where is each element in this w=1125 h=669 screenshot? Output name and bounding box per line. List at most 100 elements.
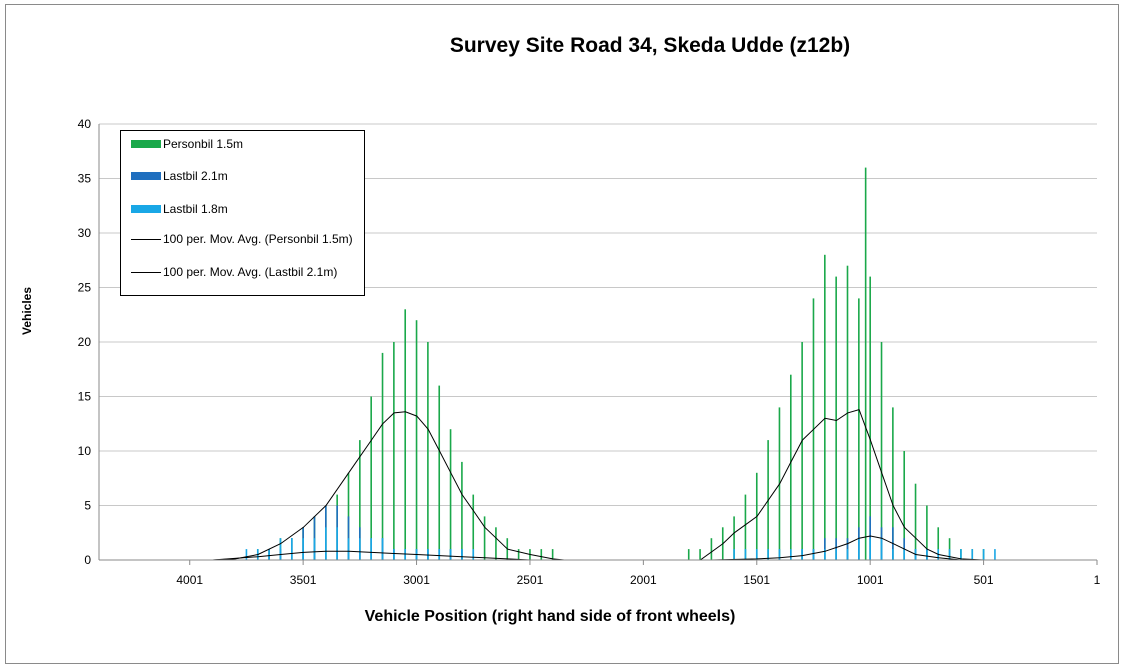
bar [710,538,713,560]
bar [744,549,747,560]
bar [926,549,928,560]
bar [540,549,543,560]
bar [892,549,894,560]
y-tick-label: 40 [78,117,92,131]
bar [846,549,849,560]
bar [744,494,747,560]
bar [427,342,429,560]
bar [948,549,951,560]
x-tick-label: 501 [974,573,994,587]
bar [994,549,996,560]
x-tick-label: 1001 [857,573,884,587]
bar [302,538,304,560]
bar [245,549,248,560]
x-tick-label: 2501 [517,573,544,587]
legend: Personbil 1.5m Lastbil 2.1m Lastbil 1.8m… [120,130,365,296]
legend-line [131,239,161,240]
bar [313,538,316,560]
bar [778,549,781,560]
x-tick-label: 1501 [743,573,770,587]
bar [892,407,894,560]
bar [347,538,350,560]
bar [381,352,384,560]
bar [449,549,452,560]
bar [495,527,497,560]
bar [393,549,395,560]
legend-label: Lastbil 2.1m [163,169,228,183]
legend-label: 100 per. Mov. Avg. (Lastbil 2.1m) [163,265,338,279]
y-tick-label: 25 [78,281,92,295]
bar [801,549,803,560]
moving-average-line [212,535,962,561]
bar [880,538,883,560]
y-tick-label: 30 [78,226,92,240]
x-tick-label: 2001 [630,573,657,587]
bar [449,429,452,560]
chart-title: Survey Site Road 34, Skeda Udde (z12b) [449,34,851,57]
bar [914,483,917,560]
bar [767,549,769,560]
y-tick-label: 15 [78,390,92,404]
legend-swatch [131,205,161,213]
bar [789,374,792,560]
x-tick-label: 1 [1094,573,1101,587]
bar [370,396,372,560]
bar [801,342,803,560]
bar [812,549,815,560]
bar [359,440,361,560]
bar [381,538,384,560]
bar [461,549,463,560]
legend-label: Lastbil 1.8m [163,202,228,216]
legend-item-lastbil-18: Lastbil 1.8m [131,201,358,217]
bar [393,342,395,560]
bar [869,538,871,560]
bar [733,516,735,560]
x-tick-label: 3501 [290,573,317,587]
legend-swatch [131,172,161,180]
legend-item-mov-avg-lastbil: 100 per. Mov. Avg. (Lastbil 2.1m) [131,264,358,280]
moving-average-line [212,408,984,561]
bar [438,385,441,560]
bar [290,538,293,560]
bar [824,549,826,560]
bar [483,516,486,560]
bar [438,549,441,560]
x-axis-label: Vehicle Position (right hand side of fro… [364,608,736,625]
bar [517,549,520,560]
bar [472,549,475,560]
bar [472,494,475,560]
bar [404,309,407,560]
legend-item-mov-avg-personbil: 100 per. Mov. Avg. (Personbil 1.5m) [131,231,358,247]
bar [858,538,860,560]
legend-item-personbil: Personbil 1.5m [131,136,358,152]
bar [835,276,837,560]
bar [880,342,883,560]
bar [336,527,338,560]
bar [869,276,871,560]
bar [325,527,327,560]
bar [551,549,554,560]
bar [937,527,940,560]
bar [835,549,837,560]
bar [699,549,701,560]
y-tick-label: 35 [78,172,92,186]
legend-item-lastbil-21: Lastbil 2.1m [131,168,358,184]
y-tick-label: 10 [78,444,92,458]
bar [903,549,906,560]
legend-swatch [131,140,161,148]
legend-label: 100 per. Mov. Avg. (Personbil 1.5m) [163,232,353,246]
x-tick-label: 3001 [403,573,430,587]
bar [370,538,372,560]
bar [687,549,690,560]
bar [971,549,974,560]
bar [858,298,860,560]
y-tick-label: 20 [78,335,92,349]
bar [789,549,792,560]
y-tick-label: 0 [84,553,91,567]
bar [415,320,418,560]
bar [755,549,758,560]
legend-line [131,272,161,273]
bar [960,549,962,560]
bar [864,167,867,560]
bar [279,538,282,560]
